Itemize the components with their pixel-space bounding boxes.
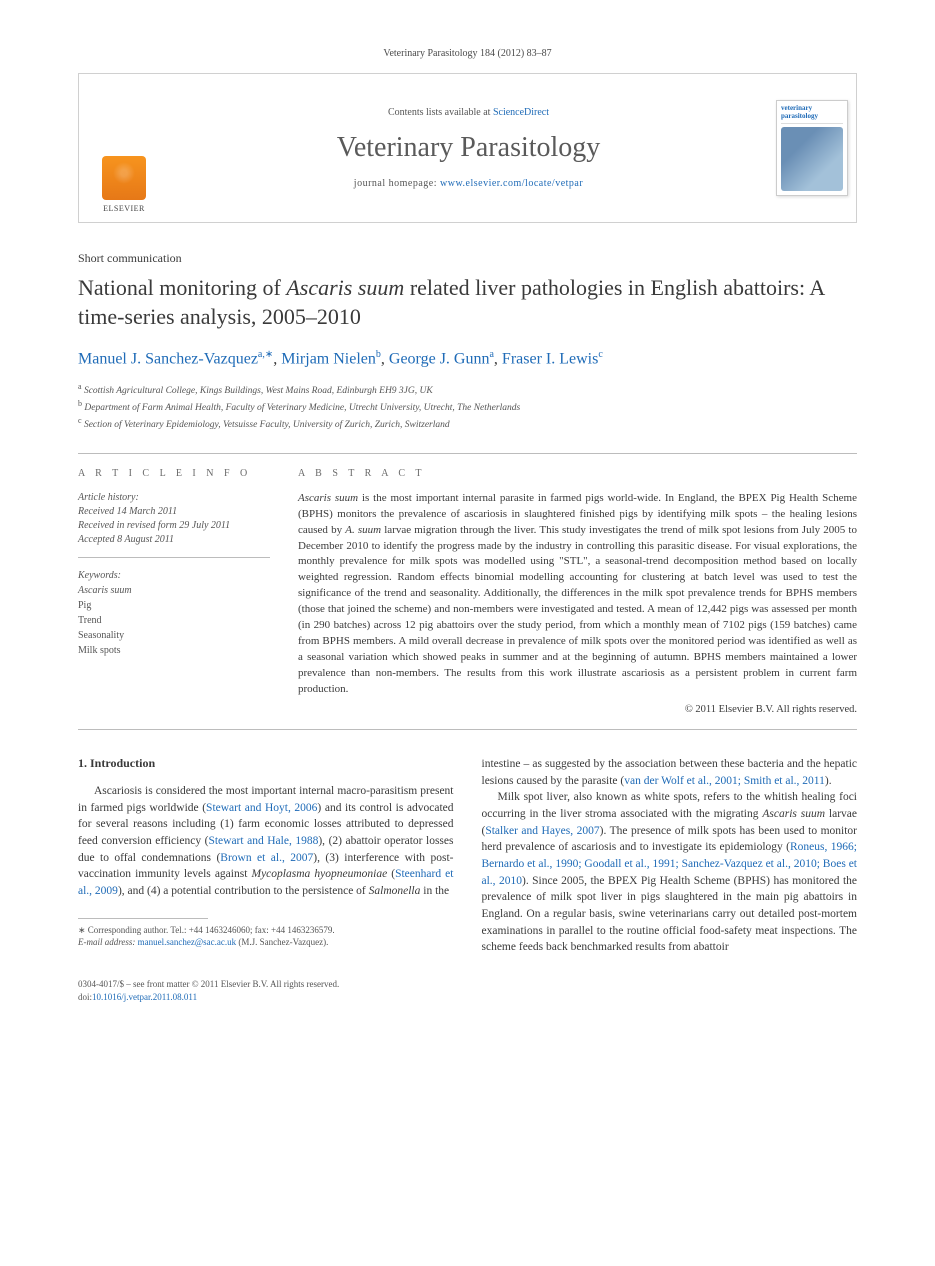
journal-cover-icon: veterinary parasitology	[776, 100, 848, 196]
c2p1b: ).	[825, 775, 832, 787]
p1e: (	[387, 868, 395, 880]
keyword-3: Seasonality	[78, 628, 270, 643]
issn-line: 0304-4017/$ – see front matter © 2011 El…	[78, 978, 857, 991]
keyword-1: Pig	[78, 598, 270, 613]
keyword-2: Trend	[78, 613, 270, 628]
history-label: Article history:	[78, 491, 270, 505]
abs-t4: larvae migration through the liver. This…	[298, 524, 857, 695]
abs-t3: A. suum	[345, 524, 381, 536]
journal-name: Veterinary Parasitology	[337, 132, 601, 164]
homepage-link[interactable]: www.elsevier.com/locate/vetpar	[440, 178, 583, 189]
history-received: Received 14 March 2011	[78, 505, 270, 519]
contents-line: Contents lists available at ScienceDirec…	[388, 107, 549, 118]
homepage-prefix: journal homepage:	[354, 178, 440, 189]
copyright: © 2011 Elsevier B.V. All rights reserved…	[298, 704, 857, 715]
p1g: in the	[420, 885, 449, 897]
publisher-label: ELSEVIER	[103, 204, 145, 213]
info-abstract-row: A R T I C L E I N F O Article history: R…	[78, 454, 857, 729]
corresponding-footnote: ∗ Corresponding author. Tel.: +44 146324…	[78, 924, 454, 949]
p1i2: Salmonella	[369, 885, 421, 897]
email-who: (M.J. Sanchez-Vazquez).	[238, 937, 328, 947]
footer: 0304-4017/$ – see front matter © 2011 El…	[78, 978, 857, 1003]
keyword-0: Ascaris suum	[78, 583, 270, 598]
c2p2i1: Ascaris suum	[762, 808, 825, 820]
header-center: Contents lists available at ScienceDirec…	[169, 74, 768, 222]
ref-link-5[interactable]: van der Wolf et al., 2001; Smith et al.,…	[624, 775, 825, 787]
abstract-text: Ascaris suum is the most important inter…	[298, 491, 857, 698]
intro-para-2: Milk spot liver, also known as white spo…	[482, 789, 858, 956]
sciencedirect-link[interactable]: ScienceDirect	[493, 107, 549, 118]
author-1-sup: a,∗	[258, 349, 273, 360]
citation: Veterinary Parasitology 184 (2012) 83–87	[78, 48, 857, 59]
cover-thumb-block: veterinary parasitology	[768, 74, 856, 222]
cover-image-placeholder	[781, 127, 843, 191]
title-italic: Ascaris suum	[286, 275, 404, 300]
author-1[interactable]: Manuel J. Sanchez-Vazquez	[78, 351, 258, 368]
footnote-rule	[78, 918, 208, 919]
abstract-column: A B S T R A C T Ascaris suum is the most…	[298, 468, 857, 715]
article-title: National monitoring of Ascaris suum rela…	[78, 274, 857, 331]
history-revised: Received in revised form 29 July 2011	[78, 519, 270, 533]
author-4-sup: c	[598, 349, 602, 360]
p1f: ), and (4) a potential contribution to t…	[118, 885, 369, 897]
keyword-4: Milk spots	[78, 643, 270, 658]
corr-line: ∗ Corresponding author. Tel.: +44 146324…	[78, 924, 454, 937]
cover-title: veterinary parasitology	[781, 105, 843, 124]
author-3-sup: a	[489, 349, 493, 360]
info-label: A R T I C L E I N F O	[78, 468, 270, 479]
publisher-logo-block: ELSEVIER	[79, 74, 169, 222]
affiliations: a Scottish Agricultural College, Kings B…	[78, 381, 857, 433]
ref-link-3[interactable]: Brown et al., 2007	[220, 852, 313, 864]
history-accepted: Accepted 8 August 2011	[78, 533, 270, 547]
author-2[interactable]: Mirjam Nielen	[281, 351, 376, 368]
affiliation-b: Department of Farm Animal Health, Facult…	[84, 403, 520, 413]
journal-header: ELSEVIER Contents lists available at Sci…	[78, 73, 857, 223]
section-heading-1: 1. Introduction	[78, 756, 454, 771]
body-columns: 1. Introduction Ascariosis is considered…	[78, 756, 857, 956]
keywords-block: Keywords: Ascaris suum Pig Trend Seasona…	[78, 568, 270, 658]
ref-link-1[interactable]: Stewart and Hoyt, 2006	[206, 802, 317, 814]
body-col-left: 1. Introduction Ascariosis is considered…	[78, 756, 454, 956]
author-4[interactable]: Fraser I. Lewis	[502, 351, 598, 368]
doi-label: doi:	[78, 992, 92, 1002]
intro-para-1: Ascariosis is considered the most import…	[78, 783, 454, 900]
keywords-label: Keywords:	[78, 568, 270, 583]
abstract-label: A B S T R A C T	[298, 468, 857, 479]
p1i1: Mycoplasma hyopneumoniae	[252, 868, 388, 880]
authors-line: Manuel J. Sanchez-Vazqueza,∗, Mirjam Nie…	[78, 349, 857, 368]
author-2-sup: b	[376, 349, 381, 360]
affiliation-a: Scottish Agricultural College, Kings Bui…	[84, 386, 433, 396]
contents-prefix: Contents lists available at	[388, 107, 493, 118]
divider-2	[78, 729, 857, 730]
email-label: E-mail address:	[78, 937, 135, 947]
affiliation-c: Section of Veterinary Epidemiology, Vets…	[84, 420, 450, 430]
elsevier-logo-icon: ELSEVIER	[95, 152, 153, 216]
author-3[interactable]: George J. Gunn	[389, 351, 490, 368]
doi-link[interactable]: 10.1016/j.vetpar.2011.08.011	[92, 992, 197, 1002]
ref-link-2[interactable]: Stewart and Hale, 1988	[208, 835, 318, 847]
ref-link-6[interactable]: Stalker and Hayes, 2007	[485, 825, 599, 837]
email-link[interactable]: manuel.sanchez@sac.ac.uk	[138, 937, 237, 947]
history-block: Article history: Received 14 March 2011 …	[78, 491, 270, 558]
body-col-right: intestine – as suggested by the associat…	[482, 756, 858, 956]
c2p2d: ). Since 2005, the BPEX Pig Health Schem…	[482, 875, 858, 954]
title-pre: National monitoring of	[78, 275, 286, 300]
abs-t1: Ascaris suum	[298, 492, 358, 504]
article-type: Short communication	[78, 251, 857, 266]
homepage-line: journal homepage: www.elsevier.com/locat…	[354, 178, 583, 189]
intro-para-1-cont: intestine – as suggested by the associat…	[482, 756, 858, 789]
article-info-column: A R T I C L E I N F O Article history: R…	[78, 468, 270, 715]
